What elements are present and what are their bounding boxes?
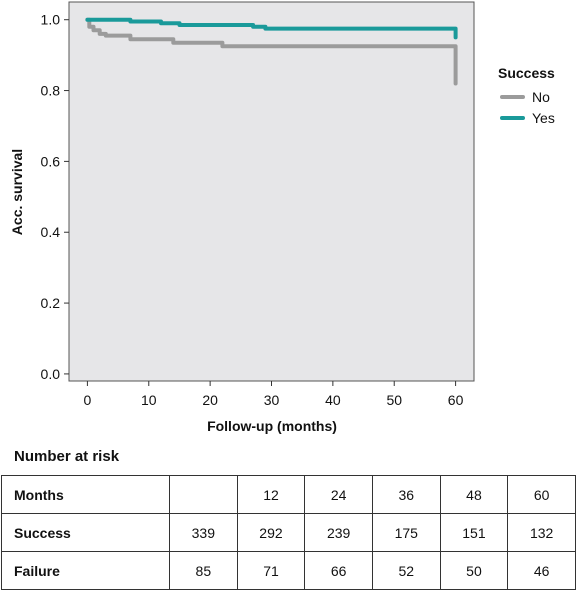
table-cell: 52 xyxy=(371,551,441,590)
table-cell xyxy=(169,475,238,514)
x-tick-label: 20 xyxy=(202,392,218,408)
x-tick-label: 50 xyxy=(386,392,402,408)
y-tick-label: 0.8 xyxy=(41,83,61,99)
table-cell: 24 xyxy=(304,475,373,514)
x-tick-label: 60 xyxy=(448,392,464,408)
x-axis-label: Follow-up (months) xyxy=(207,418,337,434)
table-cell: 60 xyxy=(507,475,576,514)
legend-label-no: No xyxy=(532,89,550,105)
survival-chart: 0.0 0.2 0.4 0.6 0.8 1.0 0 10 20 30 40 50 60 Acc. su… xyxy=(9,1,555,434)
table-cell: 71 xyxy=(236,551,306,590)
table-cell: 46 xyxy=(507,551,576,590)
x-tick-label: 30 xyxy=(264,392,280,408)
table-cell: 175 xyxy=(371,513,441,552)
x-tick-label: 10 xyxy=(141,392,157,408)
table-cell: 339 xyxy=(169,513,238,552)
x-axis: 0 10 20 30 40 50 60 xyxy=(84,381,464,408)
table-cell: 292 xyxy=(236,513,306,552)
table-cell: 36 xyxy=(371,475,441,514)
y-axis: 0.0 0.2 0.4 0.6 0.8 1.0 xyxy=(41,12,69,382)
y-tick-label: 0.0 xyxy=(41,366,61,382)
table-cell: 50 xyxy=(439,551,509,590)
table-cell: 239 xyxy=(304,513,373,552)
row-label: Months xyxy=(1,475,170,514)
table-row: Failure 85 71 66 52 50 46 xyxy=(1,551,576,590)
y-axis-label: Acc. survival xyxy=(9,149,25,235)
x-tick-label: 40 xyxy=(325,392,341,408)
number-at-risk-title: Number at risk xyxy=(14,448,120,465)
row-label: Failure xyxy=(1,551,170,590)
y-tick-label: 0.4 xyxy=(41,224,61,240)
table-row: Months 12 24 36 48 60 xyxy=(1,475,576,514)
number-at-risk-table: Months 12 24 36 48 60 Success 339 292 23… xyxy=(1,475,576,590)
table-cell: 12 xyxy=(236,475,306,514)
y-tick-label: 0.2 xyxy=(41,295,61,311)
x-tick-label: 0 xyxy=(84,392,92,408)
legend-title: Success xyxy=(498,65,555,81)
legend-label-yes: Yes xyxy=(532,110,555,126)
row-label: Success xyxy=(1,513,170,552)
series-line-no xyxy=(85,17,458,86)
table-cell: 151 xyxy=(439,513,509,552)
y-tick-label: 0.6 xyxy=(41,153,61,169)
legend: Success No Yes xyxy=(498,65,555,126)
table-cell: 132 xyxy=(507,513,576,552)
table-cell: 85 xyxy=(169,551,238,590)
plot-area xyxy=(68,1,475,382)
series-layer xyxy=(85,17,458,86)
table-row: Success 339 292 239 175 151 132 xyxy=(1,513,576,552)
series-line-yes xyxy=(85,17,458,40)
table-cell: 48 xyxy=(439,475,509,514)
table-cell: 66 xyxy=(304,551,373,590)
y-tick-label: 1.0 xyxy=(41,12,61,28)
